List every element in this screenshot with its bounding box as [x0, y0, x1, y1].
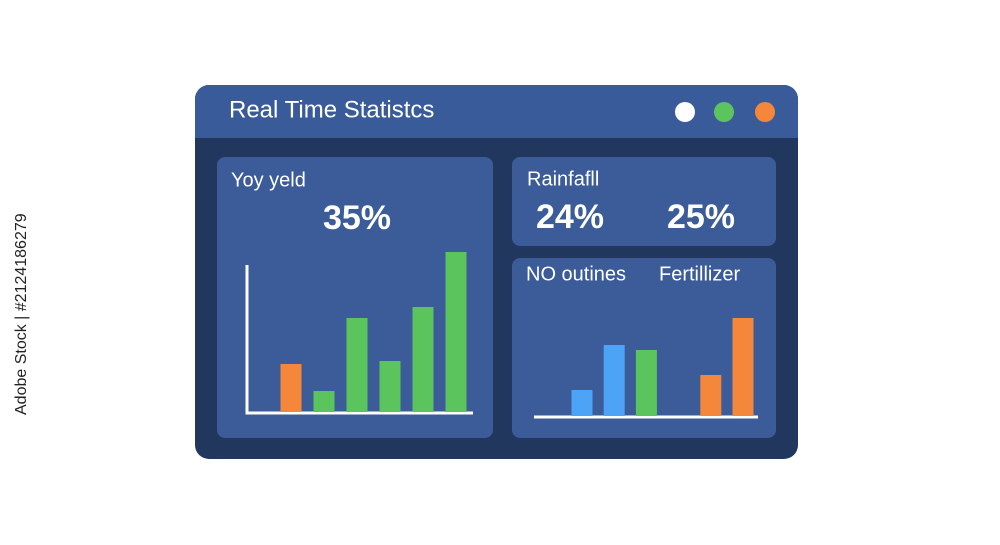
- window-button[interactable]: [714, 102, 734, 122]
- bar: [445, 252, 467, 412]
- bar: [412, 307, 434, 412]
- bar: [346, 318, 368, 412]
- bar: [635, 350, 657, 416]
- stat-value: 25%: [667, 198, 735, 236]
- bar: [379, 361, 401, 412]
- stat-value: 24%: [536, 198, 604, 236]
- stat-value: 35%: [323, 199, 391, 237]
- panel: [512, 157, 776, 246]
- bar: [571, 390, 593, 416]
- title-bar: [195, 85, 798, 138]
- window-button[interactable]: [675, 102, 695, 122]
- bar: [732, 318, 754, 416]
- panel-label: Rainfafll: [527, 168, 599, 190]
- bar: [280, 364, 302, 412]
- bar: [603, 345, 625, 416]
- bar: [313, 391, 335, 412]
- panel-label: Fertillizer: [659, 263, 740, 285]
- panel-label: NO outines: [526, 263, 626, 285]
- chart-axis: [245, 265, 473, 415]
- bar: [700, 375, 722, 416]
- window-title: Real Time Statistcs: [229, 96, 434, 123]
- window-button[interactable]: [755, 102, 775, 122]
- watermark: Adobe Stock | #2124186279: [13, 213, 30, 415]
- panel-label: Yoy yeld: [231, 169, 306, 191]
